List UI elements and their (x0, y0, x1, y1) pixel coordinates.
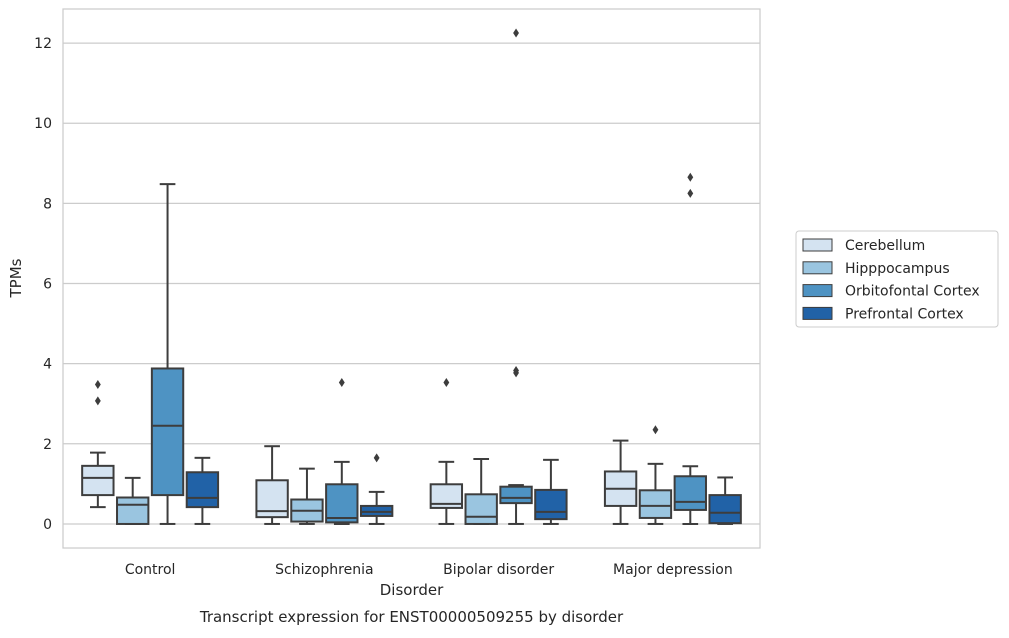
y-tick-label: 6 (43, 277, 52, 293)
x-tick-labels: Control Schizophrenia Bipolar disorder Majo… (125, 562, 733, 578)
x-tick-label: Schizophrenia (275, 562, 373, 578)
x-tick-label: Bipolar disorder (443, 562, 554, 578)
outlier-point (687, 172, 694, 182)
outlier-point (338, 377, 345, 387)
box-iqr (359, 504, 394, 517)
box-iqr (185, 471, 220, 509)
box-iqr (534, 488, 568, 521)
box-iqr (81, 464, 115, 497)
box-iqr (325, 483, 359, 524)
outlier-point (373, 453, 380, 463)
x-tick-label: Major depression (613, 562, 733, 578)
legend-items: Cerebellum Hipppocampus Orbitofontal Corte… (802, 238, 980, 322)
box-iqr (708, 494, 742, 525)
box-hipppocampus-3 (638, 425, 673, 525)
box-iqr (499, 485, 533, 505)
legend-label: Prefrontal Cortex (845, 306, 964, 322)
outlier-point (94, 396, 101, 406)
box-prefrontal-cortex-1 (359, 453, 394, 525)
box-prefrontal-cortex-2 (534, 458, 568, 525)
boxes (81, 28, 742, 525)
legend-label: Orbitofontal Cortex (845, 284, 980, 300)
box-orbitofontal-cortex-2 (499, 28, 533, 525)
box-iqr (429, 483, 464, 509)
box-iqr (638, 489, 673, 519)
legend-label: Hipppocampus (845, 261, 950, 277)
outlier-point (513, 365, 519, 375)
chart-title: Transcript expression for ENST0000050925… (199, 608, 624, 626)
legend-swatch (802, 284, 833, 298)
box-cerebellum-1 (255, 445, 289, 525)
box-hipppocampus-1 (290, 467, 324, 525)
y-axis-label: TPMs (7, 258, 25, 298)
y-tick-label: 0 (43, 517, 52, 533)
y-tick-label: 12 (34, 36, 52, 52)
legend-label: Cerebellum (845, 238, 925, 254)
box-cerebellum-2 (429, 377, 464, 525)
y-tick-label: 2 (43, 437, 52, 453)
box-iqr (464, 493, 498, 525)
box-hipppocampus-2 (464, 458, 498, 525)
y-tick-label: 10 (34, 116, 52, 132)
outlier-point (687, 188, 694, 198)
box-iqr (150, 367, 185, 497)
box-iqr (116, 496, 150, 525)
x-tick-label: Control (125, 562, 176, 578)
outlier-point (513, 28, 519, 38)
outlier-point (94, 379, 101, 389)
legend-swatch (802, 261, 833, 275)
box-orbitofontal-cortex-1 (325, 377, 359, 525)
x-axis-label: Disorder (380, 581, 444, 599)
plot-frame (62, 8, 761, 549)
box-iqr (673, 475, 707, 511)
box-orbitofontal-cortex-3 (673, 172, 707, 525)
box-orbitofontal-cortex-0 (150, 183, 185, 525)
box-cerebellum-0 (81, 379, 115, 509)
outlier-point (443, 377, 450, 387)
legend-swatch (802, 306, 833, 320)
y-tick-label: 8 (43, 196, 52, 212)
box-prefrontal-cortex-3 (708, 476, 742, 525)
box-hipppocampus-0 (116, 476, 150, 525)
y-tick-labels: 0 2 4 6 8 10 12 (34, 36, 52, 533)
box-prefrontal-cortex-0 (185, 456, 220, 525)
legend-swatch (802, 238, 833, 252)
outlier-point (652, 425, 659, 435)
box-cerebellum-3 (603, 439, 638, 525)
y-tick-label: 4 (43, 357, 52, 373)
legend-frame (795, 230, 999, 328)
legend: Cerebellum Hipppocampus Orbitofontal Corte… (795, 230, 999, 328)
